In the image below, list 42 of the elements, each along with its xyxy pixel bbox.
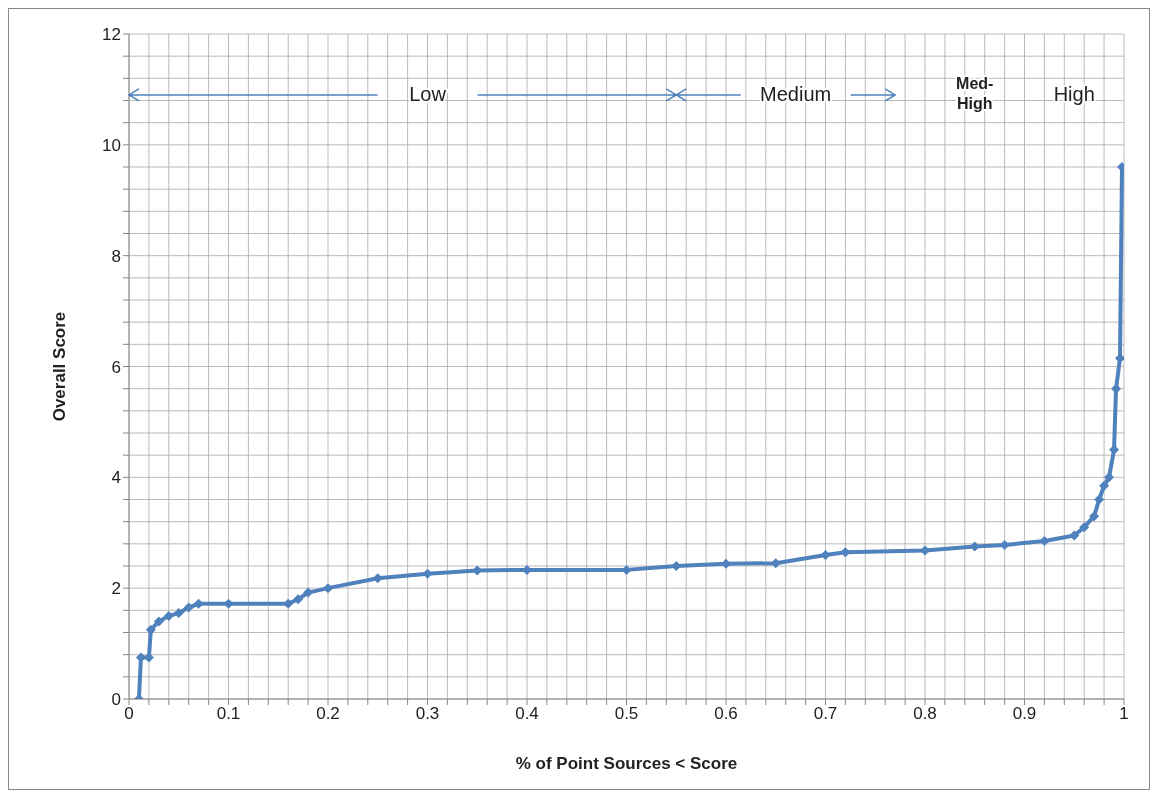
y-axis-title: Overall Score (50, 311, 70, 422)
y-tick-label: 6 (111, 357, 121, 377)
x-tick-label: 0.2 (316, 704, 340, 724)
point (323, 583, 333, 594)
y-tick-label: 10 (102, 135, 121, 155)
point (1079, 522, 1090, 533)
y-tick-label: 0 (111, 690, 121, 710)
point (1039, 536, 1050, 547)
point (1104, 472, 1115, 483)
annotation: Low (409, 82, 447, 105)
annotation: Med-High (956, 74, 994, 112)
x-tick-label: 0.6 (714, 704, 738, 724)
x-tick-label: 0.4 (515, 704, 539, 724)
point (820, 549, 831, 560)
y-tick-label: 12 (102, 25, 121, 45)
point (1094, 494, 1105, 505)
x-axis-title: % of Point Sources < Score (515, 754, 738, 773)
x-tick-label: 0.9 (1012, 704, 1037, 724)
x-tick-label: 0.3 (415, 704, 440, 724)
x-tick-label: 0.8 (913, 704, 937, 724)
point (183, 602, 194, 613)
point (1089, 511, 1100, 522)
point (283, 598, 294, 609)
y-tick-label: 2 (111, 579, 121, 599)
x-tick-label: 0.1 (216, 704, 241, 724)
x-tick-label: 0 (124, 704, 134, 724)
point (303, 587, 314, 598)
x-tick-label: 0.5 (614, 704, 639, 724)
y-tick-label: 4 (111, 468, 121, 488)
point (173, 608, 184, 619)
point (163, 610, 174, 621)
annotation: High (1053, 82, 1095, 105)
point (920, 545, 930, 556)
point (293, 594, 304, 605)
point (1069, 530, 1080, 541)
y-tick-label: 8 (111, 246, 121, 266)
x-tick-label: 1 (1119, 704, 1129, 724)
point (145, 624, 156, 635)
point (153, 616, 164, 627)
annotation: Medium (760, 82, 832, 105)
point (1099, 480, 1110, 491)
x-tick-label: 0.7 (813, 704, 838, 724)
